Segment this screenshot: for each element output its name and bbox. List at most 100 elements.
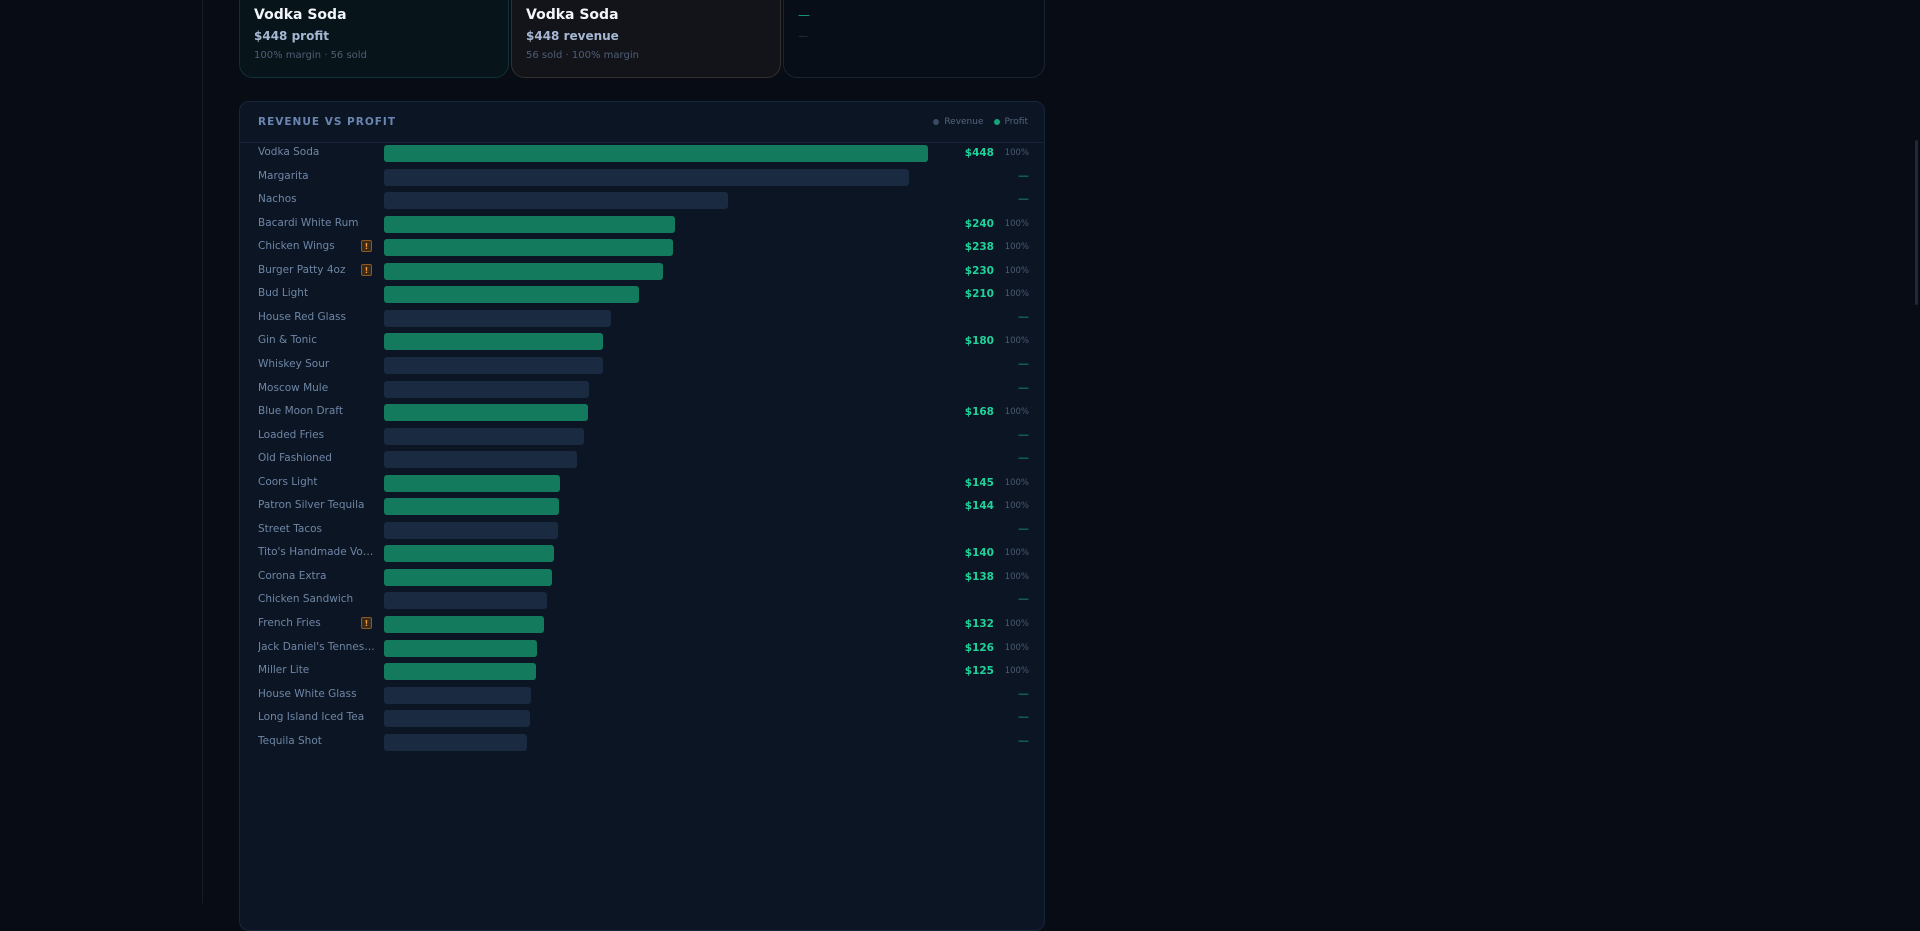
margin-label: 100% bbox=[1004, 477, 1029, 488]
chart-row[interactable]: Chicken Wings! $238 100% bbox=[240, 238, 1046, 257]
chart-row[interactable]: Whiskey Sour — bbox=[240, 356, 1046, 374]
chart-row[interactable]: Vodka Soda $448 100% bbox=[240, 144, 1046, 162]
warning-flag-icon: ! bbox=[361, 617, 372, 629]
row-label: Coors Light bbox=[258, 475, 318, 488]
no-profit-dash: — bbox=[1018, 192, 1029, 206]
profit-value-label: $140 bbox=[964, 547, 994, 560]
chart-row[interactable]: Miller Lite $125 100% bbox=[240, 662, 1046, 681]
chart-row[interactable]: Bud Light $210 100% bbox=[240, 285, 1046, 304]
chart-row[interactable]: Margarita — bbox=[240, 168, 1046, 186]
margin-label: 100% bbox=[1004, 218, 1029, 229]
third-card[interactable]: — — bbox=[783, 0, 1045, 78]
row-label: French Fries bbox=[258, 617, 321, 629]
margin-label: 100% bbox=[1004, 619, 1029, 629]
bar-track bbox=[384, 192, 728, 210]
profit-value-label: $132 bbox=[964, 618, 994, 630]
chart-row[interactable]: Tequila Shot — bbox=[240, 733, 1046, 751]
row-label: Burger Patty 4oz bbox=[258, 263, 346, 276]
margin-label: 100% bbox=[1004, 642, 1029, 653]
top-revenue-value: $448 revenue bbox=[526, 29, 619, 43]
chart-title: REVENUE VS PROFIT bbox=[258, 116, 396, 128]
profit-bar bbox=[384, 215, 675, 233]
bar-track bbox=[384, 451, 577, 469]
profit-value-label: $138 bbox=[964, 570, 994, 583]
chart-row[interactable]: Corona Extra $138 100% bbox=[240, 568, 1046, 586]
bar-track bbox=[384, 568, 552, 586]
chart-row[interactable]: Loaded Fries — bbox=[240, 427, 1046, 445]
profit-value-label: $230 bbox=[964, 264, 994, 277]
chart-row[interactable]: House White Glass — bbox=[240, 686, 1046, 704]
no-profit-dash: — bbox=[1018, 451, 1029, 465]
margin-label: 100% bbox=[1004, 336, 1029, 347]
row-label: Blue Moon Draft bbox=[258, 405, 343, 418]
chart-row[interactable]: House Red Glass — bbox=[240, 309, 1046, 327]
top-profit-item-name: Vodka Soda bbox=[254, 7, 347, 23]
no-profit-dash: — bbox=[1018, 592, 1029, 606]
top-profit-card[interactable]: Vodka Soda $448 profit 100% margin · 56 … bbox=[239, 0, 509, 78]
bar-track bbox=[384, 686, 531, 704]
panel-header: REVENUE VS PROFIT Revenue Profit bbox=[240, 102, 1044, 143]
profit-value-label: $210 bbox=[964, 288, 994, 301]
legend-profit-dot bbox=[993, 119, 1000, 125]
profit-bar bbox=[384, 145, 928, 162]
chart-row[interactable]: Burger Patty 4oz! $230 100% bbox=[240, 262, 1046, 280]
bar-track bbox=[384, 333, 603, 351]
profit-value-label: $144 bbox=[964, 500, 994, 513]
chart-row[interactable]: Street Tacos — bbox=[240, 521, 1046, 539]
revenue-bar bbox=[384, 356, 603, 374]
bar-track bbox=[384, 427, 584, 445]
revenue-vs-profit-panel: REVENUE VS PROFIT Revenue Profit Vodka S… bbox=[239, 101, 1045, 931]
chart-row[interactable]: Patron Silver Tequila $144 100% bbox=[240, 497, 1046, 516]
top-revenue-card[interactable]: Vodka Soda $448 revenue 56 sold · 100% m… bbox=[511, 0, 781, 78]
chart-row[interactable]: Tito's Handmade Vodka $140 100% bbox=[240, 544, 1046, 563]
chart-row[interactable]: Moscow Mule — bbox=[240, 380, 1046, 398]
profit-bar bbox=[384, 616, 544, 633]
chart-row[interactable]: Gin & Tonic $180 100% bbox=[240, 332, 1046, 351]
legend-revenue-dot bbox=[933, 119, 940, 125]
row-label: House White Glass bbox=[258, 687, 357, 700]
third-card-value: — bbox=[798, 31, 808, 42]
revenue-bar bbox=[384, 733, 527, 751]
chart-row[interactable]: Old Fashioned — bbox=[240, 450, 1046, 469]
legend-item-revenue: Revenue bbox=[933, 117, 984, 127]
chart-row[interactable]: French Fries! $132 100% bbox=[240, 615, 1046, 633]
profit-bar bbox=[384, 568, 552, 586]
row-label: Margarita bbox=[258, 169, 309, 182]
no-profit-dash: — bbox=[1018, 380, 1029, 394]
margin-label: 100% bbox=[1004, 407, 1029, 418]
chart-row[interactable]: Long Island Iced Tea — bbox=[240, 709, 1046, 728]
row-label: Bacardi White Rum bbox=[258, 216, 359, 229]
top-revenue-sub: 56 sold · 100% margin bbox=[526, 50, 639, 61]
page-scrollbar-thumb[interactable] bbox=[1915, 140, 1918, 305]
profit-bar bbox=[384, 474, 560, 492]
chart-legend: Revenue Profit bbox=[923, 117, 1028, 127]
row-label: Gin & Tonic bbox=[258, 334, 317, 347]
bar-track bbox=[384, 521, 558, 539]
margin-label: 100% bbox=[1004, 571, 1029, 582]
chart-row[interactable]: Nachos — bbox=[240, 191, 1046, 210]
margin-label: 100% bbox=[1004, 265, 1029, 276]
revenue-bar bbox=[384, 686, 531, 704]
bar-track bbox=[384, 215, 675, 233]
chart-row[interactable]: Jack Daniel's Tennessee... $126 100% bbox=[240, 639, 1046, 657]
profit-bar bbox=[384, 239, 673, 257]
bar-track bbox=[384, 262, 663, 280]
legend-revenue-label: Revenue bbox=[944, 117, 984, 127]
revenue-bar bbox=[384, 521, 558, 539]
row-label: Whiskey Sour bbox=[258, 357, 330, 370]
row-label: Patron Silver Tequila bbox=[258, 499, 365, 512]
profit-value-label: $125 bbox=[964, 665, 994, 678]
profit-bar bbox=[384, 286, 639, 304]
chart-row[interactable]: Coors Light $145 100% bbox=[240, 474, 1046, 492]
bar-track bbox=[384, 145, 928, 162]
profit-value-label: $145 bbox=[964, 476, 994, 489]
revenue-bar bbox=[384, 710, 530, 728]
page-scrollbar[interactable] bbox=[1908, 0, 1920, 903]
chart-row[interactable]: Bacardi White Rum $240 100% bbox=[240, 215, 1046, 233]
profit-value-label: $180 bbox=[964, 335, 994, 348]
chart-row[interactable]: Chicken Sandwich — bbox=[240, 591, 1046, 610]
bar-track bbox=[384, 380, 589, 398]
profit-value-label: $238 bbox=[964, 241, 994, 254]
chart-row[interactable]: Blue Moon Draft $168 100% bbox=[240, 403, 1046, 422]
row-label: Nachos bbox=[258, 193, 297, 206]
